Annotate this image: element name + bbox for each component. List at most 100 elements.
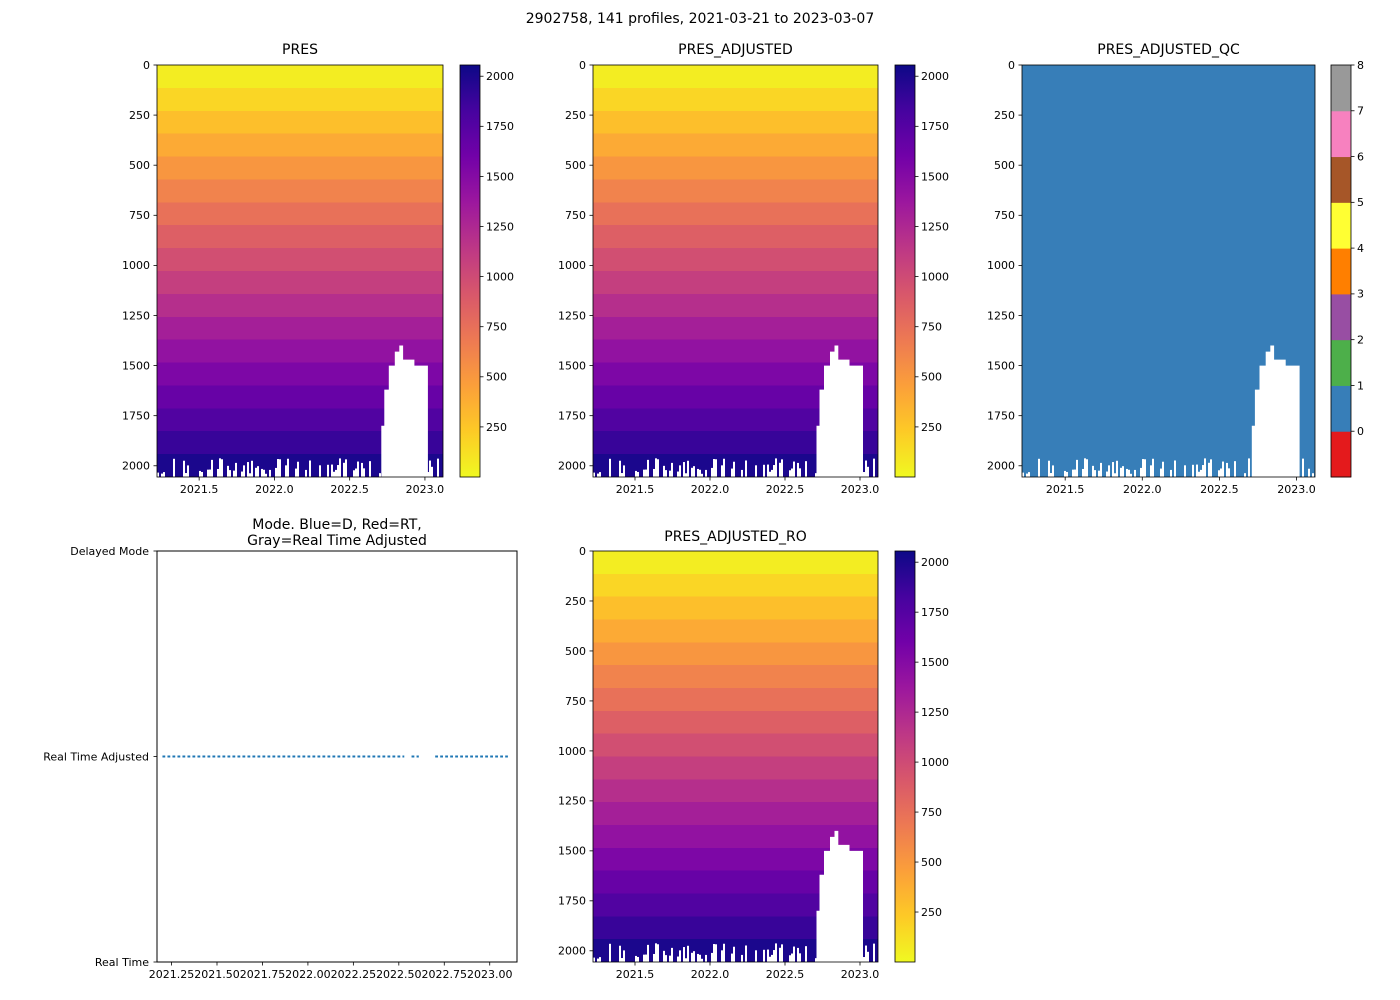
- pres_adjusted_qc-colorbar-segment-5: [1331, 202, 1351, 249]
- pres-bottom-gap: [391, 471, 393, 477]
- pres-bottom-gap: [397, 461, 399, 477]
- pres-bottom-gap: [383, 458, 385, 477]
- pres_adjusted-bottom-gap: [799, 468, 801, 477]
- pres_adjusted_qc-bottom-gap: [1312, 473, 1314, 477]
- pres_adjusted-bottom-gap: [775, 458, 777, 477]
- pres_adjusted_ro-cb-tick-label: 1250: [921, 706, 949, 719]
- pres_adjusted_qc-bottom-gap: [1066, 471, 1068, 477]
- pres_adjusted_qc-bottom-gap: [1262, 461, 1264, 477]
- pres-x-tick-label: 2023.0: [406, 483, 445, 496]
- pres_adjusted_qc-bottom-gap: [1288, 460, 1290, 477]
- pres_adjusted-y-tick-label: 2000: [558, 460, 586, 473]
- pres_adjusted_ro-bottom-gap: [713, 944, 715, 962]
- pres_adjusted-bottom-gap: [731, 468, 733, 477]
- pres_adjusted_ro-bottom-gap: [701, 958, 703, 962]
- pres_adjusted_qc-y-tick-label: 1750: [987, 410, 1015, 423]
- pres_adjusted-bottom-gap: [671, 462, 673, 477]
- pres-bottom-gap: [187, 465, 189, 477]
- pres-y-tick-label: 500: [129, 159, 150, 172]
- pres_adjusted-missing-region: [816, 345, 863, 477]
- pres-bottom-gap: [233, 470, 235, 477]
- pres_adjusted_ro-bottom-gap: [665, 955, 667, 962]
- pres_adjusted_ro-bottom-gap: [793, 946, 795, 962]
- pres-cb-tick-label: 750: [486, 321, 507, 334]
- pres_adjusted_ro-bottom-gap: [789, 955, 791, 962]
- pres-bottom-gap: [221, 459, 223, 477]
- pres-bottom-gap: [353, 470, 355, 477]
- pres_adjusted-bottom-gap: [815, 473, 817, 477]
- pres_adjusted_qc-bottom-gap: [1218, 470, 1220, 477]
- pres_adjusted-bottom-gap: [771, 469, 773, 477]
- pres_adjusted_ro-bottom-gap: [799, 953, 801, 962]
- pres_adjusted-bottom-gap: [623, 465, 625, 477]
- pres_adjusted_ro-bottom-gap: [645, 954, 647, 962]
- pres_adjusted_qc-bottom-gap: [1294, 460, 1296, 477]
- pres_adjusted_qc-bottom-gap: [1134, 469, 1136, 477]
- pres-cb-tick-label: 250: [486, 421, 507, 434]
- pres_adjusted_ro-cb-tick-label: 250: [921, 906, 942, 919]
- pres_adjusted_ro-bottom-gap: [721, 950, 723, 962]
- pres_adjusted_ro-cb-tick-label: 1500: [921, 656, 949, 669]
- pres_adjusted-bottom-gap: [755, 465, 757, 477]
- pres_adjusted_qc-bottom-gap: [1248, 458, 1250, 477]
- pres-bottom-gap: [431, 466, 433, 477]
- pres_adjusted-x-tick-label: 2022.5: [766, 483, 805, 496]
- pres-bottom-gap: [343, 462, 345, 477]
- pres_adjusted_qc-cb-tick-label: 0: [1357, 425, 1364, 438]
- pres_adjusted_qc-bottom-gap: [1028, 472, 1030, 477]
- pres_adjusted_qc-bottom-gap: [1198, 471, 1200, 477]
- pres_adjusted-bottom-gap: [853, 471, 855, 477]
- pres_adjusted_ro-bottom-gap: [657, 944, 659, 962]
- pres_adjusted_ro-bottom-gap: [593, 957, 595, 962]
- pres_adjusted_qc-y-tick-label: 1500: [987, 359, 1015, 372]
- pres-y-tick-label: 250: [129, 109, 150, 122]
- pres-cb-tick-label: 1250: [486, 220, 514, 233]
- pres-bottom-gap: [207, 469, 209, 477]
- pres_adjusted-bottom-gap: [721, 465, 723, 477]
- pres_adjusted-bottom-gap: [621, 473, 623, 477]
- pres-bottom-gap: [337, 465, 339, 477]
- pres_adjusted-bottom-gap: [679, 465, 681, 477]
- pres-bottom-gap: [161, 473, 163, 477]
- pres_adjusted_ro-bottom-gap: [863, 957, 865, 962]
- pres_adjusted_qc-bottom-gap: [1142, 459, 1144, 477]
- pres_adjusted_ro-bottom-gap: [643, 954, 645, 962]
- pres_adjusted_qc-bottom-gap: [1128, 469, 1130, 477]
- pres_adjusted_ro-bottom-gap: [715, 944, 717, 962]
- pres_adjusted-cb-tick-label: 500: [921, 371, 942, 384]
- pres_adjusted-y-tick-label: 0: [579, 59, 586, 72]
- pres_adjusted_qc-bottom-gap: [1196, 464, 1198, 477]
- pres-bottom-gap: [361, 462, 363, 477]
- mode-x-tick-label: 2021.75: [240, 968, 286, 981]
- pres-bottom-gap: [269, 469, 271, 477]
- pres_adjusted-bottom-gap: [655, 458, 657, 477]
- pres_adjusted-x-tick-label: 2023.0: [841, 483, 880, 496]
- pres_adjusted-bottom-gap: [741, 469, 743, 477]
- pres_adjusted-bottom-gap: [823, 466, 825, 477]
- pres-bottom-gap: [339, 458, 341, 477]
- pres_adjusted_ro-bottom-gap: [705, 954, 707, 962]
- mode-x-tick-label: 2022.00: [285, 968, 331, 981]
- pres-bottom-gap: [229, 470, 231, 477]
- panel-title-pres-adjusted-ro: PRES_ADJUSTED_RO: [664, 529, 807, 545]
- pres_adjusted_ro-bottom-gap: [691, 952, 693, 962]
- pres_adjusted_ro-bottom-gap: [775, 943, 777, 962]
- pres_adjusted_qc-bottom-gap: [1150, 465, 1152, 477]
- pres_adjusted_ro-bottom-gap: [685, 958, 687, 962]
- pres_adjusted_qc-bottom-gap: [1160, 468, 1162, 477]
- pres_adjusted_ro-bottom-gap: [797, 947, 799, 962]
- pres_adjusted_qc-bottom-gap: [1226, 462, 1228, 477]
- pres-cb-tick-label: 2000: [486, 70, 514, 83]
- pres_adjusted_qc-cb-tick-label: 1: [1357, 379, 1364, 392]
- pres-bottom-gap: [183, 460, 185, 477]
- mode-title-line2: Gray=Real Time Adjusted: [247, 533, 427, 549]
- pres_adjusted_qc-bottom-gap: [1252, 466, 1254, 477]
- pres_adjusted_ro-y-tick-label: 500: [565, 645, 586, 658]
- pres_adjusted-bottom-gap: [711, 467, 713, 477]
- pres_adjusted-bottom-gap: [669, 470, 671, 477]
- mode-x-tick-label: 2023.00: [467, 968, 513, 981]
- pres_adjusted_ro-bottom-gap: [781, 944, 783, 962]
- panel-title-pres: PRES: [282, 42, 318, 58]
- pres_adjusted-bottom-gap: [791, 468, 793, 477]
- pres_adjusted_ro-bottom-gap: [763, 949, 765, 962]
